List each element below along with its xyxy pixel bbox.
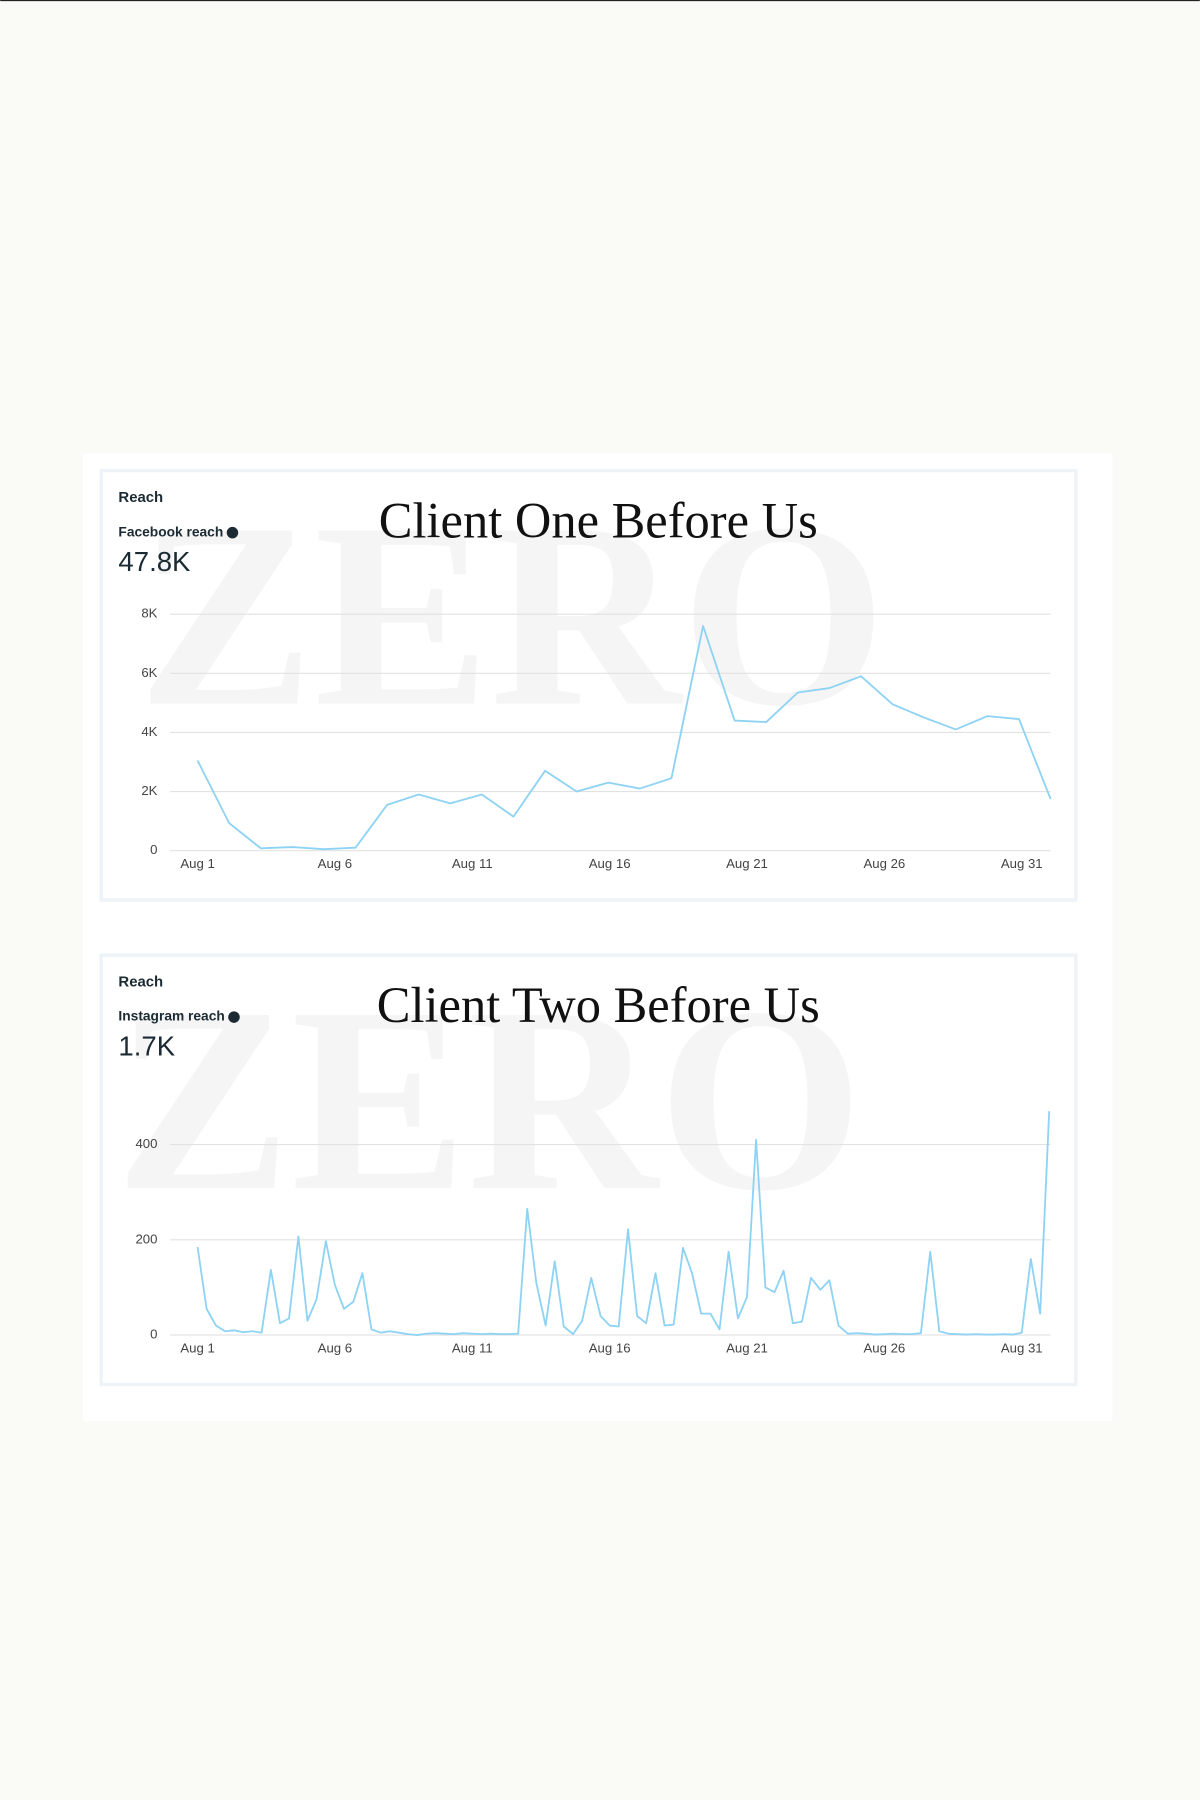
chart-title: Client Two Before Us [377,977,820,1033]
x-tick-label: Aug 21 [726,1340,768,1355]
card-heading: Reach [118,489,163,506]
x-tick-label: Aug 31 [1001,856,1043,871]
x-tick-label: Aug 1 [180,1340,214,1355]
x-tick-label: Aug 6 [318,856,352,871]
x-tick-label: Aug 26 [863,856,905,871]
data-line [196,1111,1051,1336]
y-tick-label: 2K [141,783,157,798]
x-tick-label: Aug 31 [1001,1340,1043,1355]
x-tick-label: Aug 21 [726,856,768,871]
y-tick-label: 0 [150,1327,157,1342]
x-tick-label: Aug 6 [318,1340,352,1355]
metric-total: 47.8K [118,546,191,577]
y-tick-label: 200 [135,1231,157,1246]
y-tick-label: 6K [141,665,157,680]
info-icon [226,526,239,539]
y-tick-label: 8K [141,606,157,621]
card-heading: Reach [118,974,163,991]
card [99,468,1078,902]
x-tick-label: Aug 16 [589,856,631,871]
x-tick-label: Aug 11 [452,1340,493,1355]
top-border [0,0,1200,2]
info-icon [228,1011,240,1023]
data-line [196,625,1052,851]
chart-title: Client One Before Us [379,492,818,548]
y-tick-label: 4K [141,724,157,739]
metric-label: Instagram reach [118,1009,224,1024]
y-tick-label: 0 [150,842,157,857]
y-tick-label: 400 [135,1136,157,1151]
x-tick-label: Aug 26 [863,1340,905,1355]
x-tick-label: Aug 1 [180,856,214,871]
metric-total: 1.7K [118,1030,175,1061]
x-tick-label: Aug 16 [589,1340,631,1355]
metric-label: Facebook reach [118,524,223,539]
x-tick-label: Aug 11 [452,856,493,871]
